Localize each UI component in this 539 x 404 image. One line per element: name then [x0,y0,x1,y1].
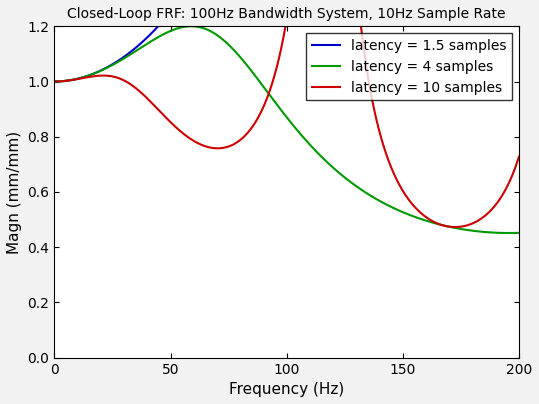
latency = 10 samples [502,188,508,193]
Line: latency = 1.5 samples: latency = 1.5 samples [54,0,519,82]
Line: latency = 10 samples: latency = 10 samples [54,0,519,227]
Legend: latency = 1.5 samples, latency = 4 samples, latency = 10 samples: latency = 1.5 samples, latency = 4 sampl… [307,33,512,100]
latency = 4 samples [188,24,195,29]
latency = 4 samples [389,205,395,210]
latency = 4 samples [272,100,279,105]
latency = 10 samples [272,71,278,76]
latency = 10 samples [250,123,257,128]
latency = 10 samples [246,128,253,133]
latency = 4 samples [51,79,58,84]
Line: latency = 4 samples: latency = 4 samples [54,26,519,233]
latency = 1.5 samples [51,79,58,84]
latency = 10 samples [479,216,485,221]
latency = 4 samples [246,66,253,71]
latency = 4 samples [516,230,522,235]
latency = 10 samples [389,167,395,172]
latency = 1.5 samples [516,16,522,21]
latency = 4 samples [250,71,257,76]
Title: Closed-Loop FRF: 100Hz Bandwidth System, 10Hz Sample Rate: Closed-Loop FRF: 100Hz Bandwidth System,… [67,7,506,21]
latency = 4 samples [506,231,512,236]
latency = 4 samples [501,231,508,236]
latency = 4 samples [479,229,485,234]
latency = 10 samples [51,79,58,84]
latency = 10 samples [452,225,458,229]
latency = 10 samples [516,154,522,159]
X-axis label: Frequency (Hz): Frequency (Hz) [229,382,344,397]
Y-axis label: Magn (mm/mm): Magn (mm/mm) [7,130,22,254]
